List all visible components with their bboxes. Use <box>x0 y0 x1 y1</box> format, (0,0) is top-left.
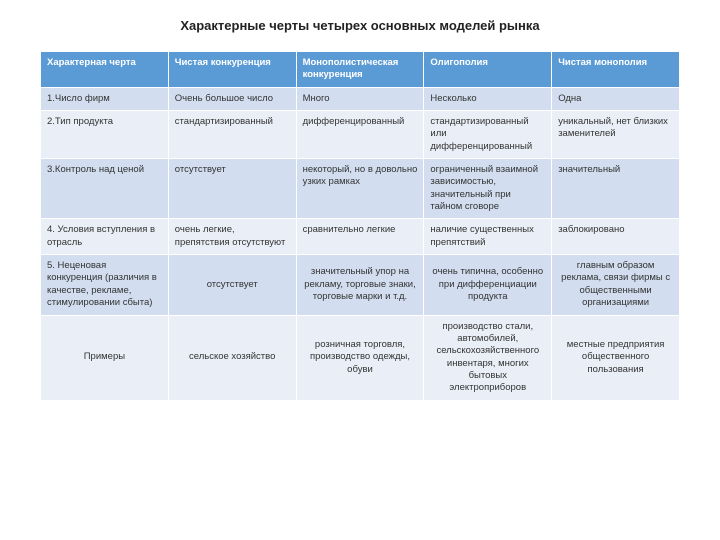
table-cell: сравнительно легкие <box>296 219 424 255</box>
table-row: 3.Контроль над ценойотсутствуетнекоторый… <box>41 159 680 219</box>
table-cell: местные предприятия общественного пользо… <box>552 315 680 400</box>
table-cell: стандартизированный или дифференцированн… <box>424 111 552 159</box>
table-cell: некоторый, но в довольно узких рамках <box>296 159 424 219</box>
table-cell: 2.Тип продукта <box>41 111 169 159</box>
table-cell: главным образом реклама, связи фирмы с о… <box>552 255 680 315</box>
header-cell: Чистая монополия <box>552 52 680 88</box>
table-cell: очень легкие, препятствия отсутствуют <box>168 219 296 255</box>
table-cell: производство стали, автомобилей, сельско… <box>424 315 552 400</box>
table-cell: Много <box>296 87 424 110</box>
page: Характерные черты четырех основных модел… <box>0 0 720 411</box>
table-cell: 1.Число фирм <box>41 87 169 110</box>
table-cell: отсутствует <box>168 159 296 219</box>
market-models-table: Характерная черта Чистая конкуренция Мон… <box>40 51 680 401</box>
header-cell: Монополистическая конкуренция <box>296 52 424 88</box>
table-row: Примерысельское хозяйстворозничная торго… <box>41 315 680 400</box>
page-title: Характерные черты четырех основных модел… <box>40 18 680 33</box>
table-row: 5. Неценовая конкуренция (различия в кач… <box>41 255 680 315</box>
table-cell: розничная торговля, производство одежды,… <box>296 315 424 400</box>
table-cell: стандартизированный <box>168 111 296 159</box>
table-cell: Примеры <box>41 315 169 400</box>
table-cell: сельское хозяйство <box>168 315 296 400</box>
table-cell: Одна <box>552 87 680 110</box>
table-cell: Очень большое число <box>168 87 296 110</box>
table-row: 1.Число фирмОчень большое числоМногоНеск… <box>41 87 680 110</box>
table-cell: заблокировано <box>552 219 680 255</box>
header-cell: Чистая конкуренция <box>168 52 296 88</box>
table-cell: значительный <box>552 159 680 219</box>
table-body: 1.Число фирмОчень большое числоМногоНеск… <box>41 87 680 400</box>
header-cell: Характерная черта <box>41 52 169 88</box>
table-row: 2.Тип продуктастандартизированныйдиффере… <box>41 111 680 159</box>
table-cell: 3.Контроль над ценой <box>41 159 169 219</box>
table-cell: значительный упор на рекламу, торговые з… <box>296 255 424 315</box>
table-cell: уникальный, нет близких заменителей <box>552 111 680 159</box>
table-cell: 4. Условия вступления в отрасль <box>41 219 169 255</box>
table-cell: наличие существенных препятствий <box>424 219 552 255</box>
table-row: 4. Условия вступления в отрасльочень лег… <box>41 219 680 255</box>
table-header-row: Характерная черта Чистая конкуренция Мон… <box>41 52 680 88</box>
table-cell: ограниченный взаимной зависимостью, знач… <box>424 159 552 219</box>
table-cell: 5. Неценовая конкуренция (различия в кач… <box>41 255 169 315</box>
table-cell: дифференцированный <box>296 111 424 159</box>
header-cell: Олигополия <box>424 52 552 88</box>
table-cell: Несколько <box>424 87 552 110</box>
table-cell: очень типична, особенно при дифференциац… <box>424 255 552 315</box>
table-cell: отсутствует <box>168 255 296 315</box>
